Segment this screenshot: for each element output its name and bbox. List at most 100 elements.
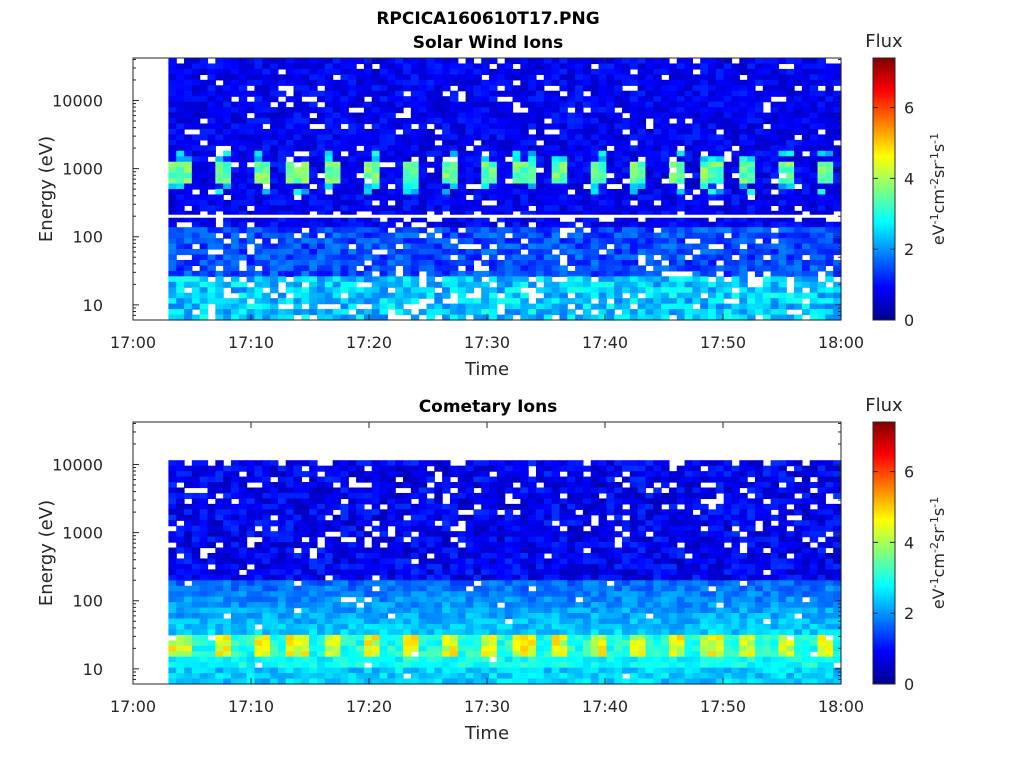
heatmap-cell bbox=[387, 156, 396, 163]
heatmap-cell bbox=[715, 112, 725, 119]
heatmap-cell bbox=[301, 270, 310, 277]
heatmap-cell bbox=[379, 210, 388, 217]
heatmap-cell bbox=[496, 128, 506, 136]
heatmap-cell bbox=[801, 85, 811, 92]
heatmap-cell bbox=[223, 270, 232, 277]
heatmap-cell bbox=[168, 492, 177, 500]
heatmap-cell bbox=[379, 525, 388, 532]
heatmap-cell bbox=[731, 221, 740, 228]
heatmap-cell bbox=[301, 276, 310, 283]
heatmap-cell bbox=[426, 90, 435, 97]
heatmap-cell bbox=[809, 303, 819, 310]
heatmap-cell bbox=[293, 112, 302, 119]
heatmap-cell bbox=[301, 503, 310, 510]
heatmap-cell bbox=[277, 238, 287, 245]
heatmap-cell bbox=[363, 79, 373, 86]
heatmap-cell bbox=[684, 199, 693, 206]
heatmap-cell bbox=[191, 503, 201, 510]
heatmap-cell bbox=[215, 281, 224, 288]
heatmap-cell bbox=[661, 199, 670, 206]
heatmap-cell bbox=[778, 189, 787, 196]
heatmap-cell bbox=[246, 292, 256, 299]
heatmap-cell bbox=[262, 128, 271, 136]
heatmap-cell bbox=[661, 134, 670, 141]
heatmap-cell bbox=[168, 602, 177, 609]
heatmap-cell bbox=[207, 492, 216, 500]
heatmap-cell bbox=[559, 249, 568, 256]
heatmap-cell bbox=[520, 303, 529, 310]
heatmap-cell bbox=[489, 205, 498, 212]
heatmap-cell bbox=[426, 68, 435, 75]
heatmap-cell bbox=[317, 629, 326, 636]
heatmap-cell bbox=[356, 553, 365, 560]
heatmap-cell bbox=[825, 90, 834, 97]
heatmap-cell bbox=[246, 287, 256, 294]
heatmap-cell bbox=[254, 580, 263, 587]
heatmap-cell bbox=[301, 161, 310, 168]
heatmap-cell bbox=[199, 178, 209, 185]
heatmap-cell bbox=[582, 112, 592, 119]
heatmap-cell bbox=[246, 101, 256, 108]
heatmap-cell bbox=[379, 172, 388, 179]
heatmap-cell bbox=[262, 634, 271, 641]
heatmap-cell bbox=[590, 270, 600, 277]
heatmap-cell bbox=[262, 656, 271, 663]
heatmap-cell bbox=[262, 139, 271, 146]
heatmap-cell bbox=[598, 172, 607, 179]
heatmap-cell bbox=[270, 189, 279, 196]
heatmap-cell bbox=[199, 270, 209, 277]
heatmap-cell bbox=[825, 79, 834, 86]
heatmap-cell bbox=[575, 303, 584, 310]
heatmap-cell bbox=[230, 189, 240, 196]
heatmap-cell bbox=[168, 58, 177, 65]
heatmap-cell bbox=[176, 227, 185, 234]
heatmap-cell bbox=[387, 465, 396, 472]
heatmap-cell bbox=[285, 194, 295, 201]
heatmap-cell bbox=[184, 134, 193, 141]
heatmap-cell bbox=[770, 243, 780, 250]
heatmap-cell bbox=[403, 150, 412, 157]
heatmap-cell bbox=[199, 216, 209, 223]
heatmap-cell bbox=[645, 292, 654, 299]
heatmap-cell bbox=[270, 172, 279, 179]
heatmap-cell bbox=[403, 74, 412, 81]
heatmap-cell bbox=[535, 227, 545, 234]
heatmap-cell bbox=[833, 63, 842, 70]
heatmap-cell bbox=[356, 531, 365, 538]
heatmap-cell bbox=[301, 189, 310, 196]
heatmap-cell bbox=[637, 199, 647, 206]
heatmap-cell bbox=[207, 287, 216, 294]
heatmap-cell bbox=[332, 314, 342, 321]
heatmap-cell bbox=[801, 139, 811, 146]
heatmap-cell bbox=[332, 85, 342, 92]
heatmap-cell bbox=[708, 249, 717, 256]
heatmap-cell bbox=[238, 249, 248, 256]
heatmap-cell bbox=[606, 101, 615, 108]
heatmap-cell bbox=[770, 79, 780, 86]
heatmap-cell bbox=[317, 145, 326, 152]
heatmap-cell bbox=[559, 96, 568, 103]
heatmap-cell bbox=[215, 243, 224, 250]
heatmap-cell bbox=[301, 569, 310, 576]
heatmap-cell bbox=[543, 265, 553, 272]
heatmap-cell bbox=[356, 667, 365, 674]
heatmap-cell bbox=[535, 270, 545, 277]
heatmap-cell bbox=[207, 525, 216, 532]
heatmap-cell bbox=[403, 292, 412, 299]
heatmap-cell bbox=[340, 156, 349, 163]
heatmap-cell bbox=[794, 189, 803, 196]
heatmap-cell bbox=[590, 216, 600, 223]
heatmap-cell bbox=[825, 243, 834, 250]
heatmap-cell bbox=[614, 145, 623, 152]
heatmap-cell bbox=[176, 101, 185, 108]
heatmap-cell bbox=[262, 265, 271, 272]
heatmap-cell bbox=[262, 520, 271, 527]
heatmap-cell bbox=[512, 156, 521, 163]
heatmap-cell bbox=[184, 656, 193, 663]
heatmap-cell bbox=[215, 254, 224, 261]
heatmap-cell bbox=[817, 259, 826, 267]
heatmap-cell bbox=[176, 85, 185, 92]
heatmap-cell bbox=[191, 498, 201, 505]
heatmap-cell bbox=[754, 58, 764, 65]
heatmap-cell bbox=[700, 314, 709, 321]
